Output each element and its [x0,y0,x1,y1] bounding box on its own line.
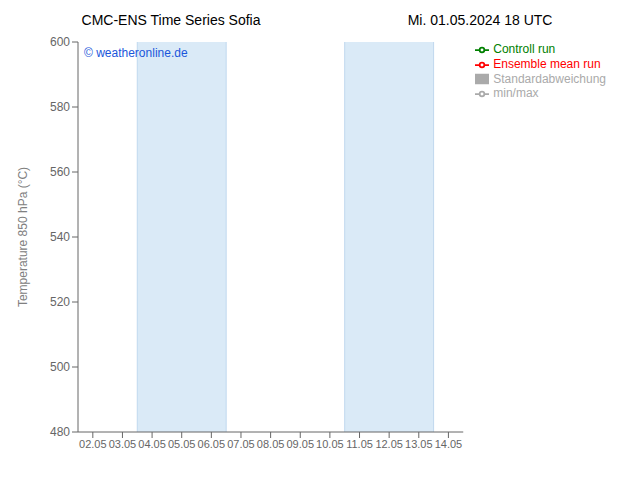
html-text:min/max: min/max [493,86,539,101]
svg-text:08.05: 08.05 [257,438,285,450]
svg-text:04.05: 04.05 [138,438,166,450]
html-text:CMC-ENS Time Series Sofia: CMC-ENS Time Series Sofia [81,12,261,28]
svg-text:580: 580 [50,100,70,114]
svg-text:11.05: 11.05 [346,438,373,450]
html-text:© weatheronline.de: © weatheronline.de [84,46,188,60]
html-text:Standardabweichung: Standardabweichung [493,71,606,86]
svg-text:05.05: 05.05 [168,438,196,450]
html-text:Ensemble mean run: Ensemble mean run [493,56,601,71]
svg-text:14.05: 14.05 [435,438,463,450]
svg-text:03.05: 03.05 [109,438,137,450]
svg-text:07.05: 07.05 [227,438,255,450]
svg-text:Temperature 850 hPa (°C): Temperature 850 hPa (°C) [16,167,30,307]
svg-text:02.05: 02.05 [79,438,107,450]
svg-text:10.05: 10.05 [316,438,344,450]
svg-text:06.05: 06.05 [198,438,226,450]
html-text:Mi. 01.05.2024 18 UTC: Mi. 01.05.2024 18 UTC [407,12,553,28]
svg-text:480: 480 [50,425,70,439]
svg-text:13.05: 13.05 [405,438,433,450]
html-text:Controll run: Controll run [493,42,556,56]
svg-text:09.05: 09.05 [286,438,314,450]
svg-text:540: 540 [50,230,70,244]
svg-text:560: 560 [50,165,70,179]
svg-text:520: 520 [50,295,70,309]
svg-text:12.05: 12.05 [375,438,403,450]
svg-text:600: 600 [50,35,70,49]
svg-text:500: 500 [50,360,70,374]
